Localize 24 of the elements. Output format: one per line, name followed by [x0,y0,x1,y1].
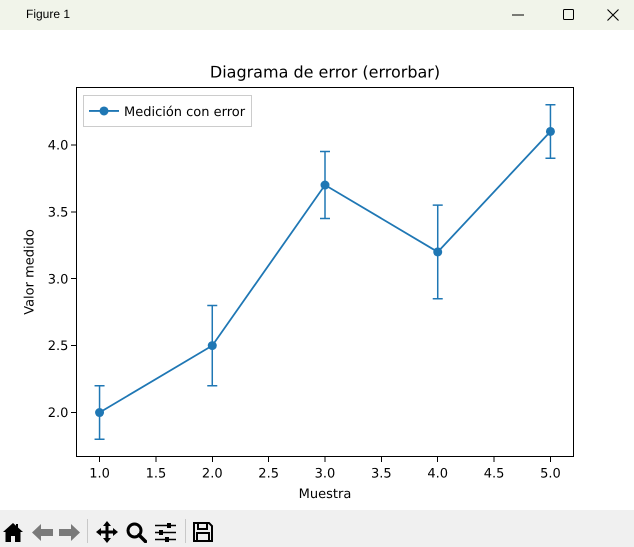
point [546,126,555,136]
point [208,341,217,350]
x-tick-label: 1.5 [146,466,166,482]
x-tick-label: 4.5 [484,466,504,482]
y-tick-label: 2.5 [48,339,68,354]
y-axis-title: Valor medido [22,229,38,315]
x-tick-label: 3.0 [314,466,336,482]
x-tick-label: 4.0 [427,466,448,482]
point [95,408,104,418]
point [433,247,442,256]
chart-title: Diagrama de error (errorbar) [210,62,440,82]
legend-label: Medición con error [124,105,246,120]
x-tick-label: 2.0 [202,466,223,482]
x-tick-label: 5.0 [540,466,561,482]
point [320,180,330,190]
caption: Figure 1 [26,7,70,22]
y-tick-label: 2.0 [48,406,68,422]
x-axis-title: Muestra [298,487,352,502]
x-tick-label: 1.0 [89,466,110,482]
x-tick-label: 2.5 [258,466,279,482]
y-tick-label: 3.0 [48,272,68,288]
y-tick-label: 3.5 [48,205,68,220]
y-tick-label: 4.0 [48,138,68,154]
x-tick-label: 3.5 [371,466,392,482]
